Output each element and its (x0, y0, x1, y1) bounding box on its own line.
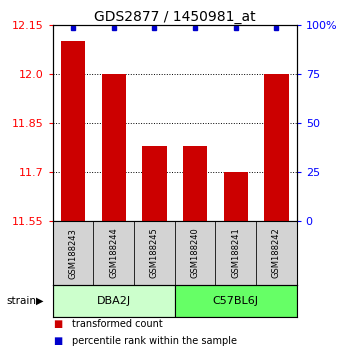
Bar (175, 285, 297, 317)
Text: GSM188245: GSM188245 (150, 228, 159, 279)
Bar (61, 41, 85, 221)
Text: percentile rank within the sample: percentile rank within the sample (72, 336, 237, 346)
Bar (142, 146, 167, 221)
Text: GSM188241: GSM188241 (231, 228, 240, 279)
Title: GDS2877 / 1450981_at: GDS2877 / 1450981_at (94, 10, 255, 24)
Bar (224, 172, 248, 221)
Bar (183, 146, 207, 221)
Bar (264, 74, 288, 221)
Bar (134, 221, 175, 285)
Text: GSM188243: GSM188243 (69, 228, 78, 279)
Bar (93, 221, 134, 285)
Text: strain: strain (7, 296, 37, 306)
Bar (53, 285, 175, 317)
Text: C57BL6J: C57BL6J (213, 296, 259, 306)
Text: transformed count: transformed count (72, 319, 162, 329)
Text: ■: ■ (53, 336, 62, 346)
Bar (102, 74, 126, 221)
Text: ■: ■ (53, 319, 62, 329)
Text: GSM188244: GSM188244 (109, 228, 118, 279)
Bar (53, 221, 93, 285)
Text: DBA2J: DBA2J (97, 296, 131, 306)
Bar (175, 221, 216, 285)
Text: GSM188242: GSM188242 (272, 228, 281, 279)
Text: GSM188240: GSM188240 (191, 228, 199, 279)
Bar (256, 221, 297, 285)
Bar (216, 221, 256, 285)
Text: ▶: ▶ (36, 296, 43, 306)
